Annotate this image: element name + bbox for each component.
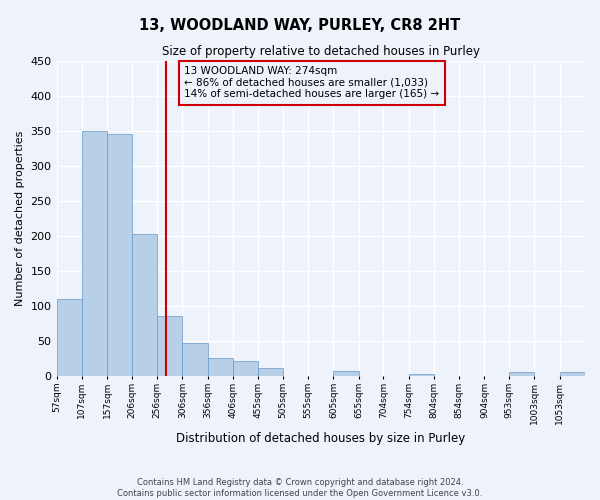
X-axis label: Distribution of detached houses by size in Purley: Distribution of detached houses by size … xyxy=(176,432,466,445)
Bar xyxy=(257,368,283,376)
Bar xyxy=(157,316,182,376)
Title: Size of property relative to detached houses in Purley: Size of property relative to detached ho… xyxy=(162,45,480,58)
Bar xyxy=(56,299,82,376)
Bar xyxy=(182,343,208,376)
Bar xyxy=(409,374,434,376)
Bar xyxy=(509,372,535,376)
Y-axis label: Number of detached properties: Number of detached properties xyxy=(15,130,25,306)
Bar xyxy=(82,130,107,376)
Text: Contains HM Land Registry data © Crown copyright and database right 2024.
Contai: Contains HM Land Registry data © Crown c… xyxy=(118,478,482,498)
Bar xyxy=(132,234,157,376)
Bar xyxy=(560,372,585,376)
Text: 13 WOODLAND WAY: 274sqm
← 86% of detached houses are smaller (1,033)
14% of semi: 13 WOODLAND WAY: 274sqm ← 86% of detache… xyxy=(184,66,439,100)
Bar xyxy=(233,360,257,376)
Text: 13, WOODLAND WAY, PURLEY, CR8 2HT: 13, WOODLAND WAY, PURLEY, CR8 2HT xyxy=(139,18,461,32)
Bar xyxy=(334,371,359,376)
Bar xyxy=(208,358,233,376)
Bar xyxy=(107,134,132,376)
